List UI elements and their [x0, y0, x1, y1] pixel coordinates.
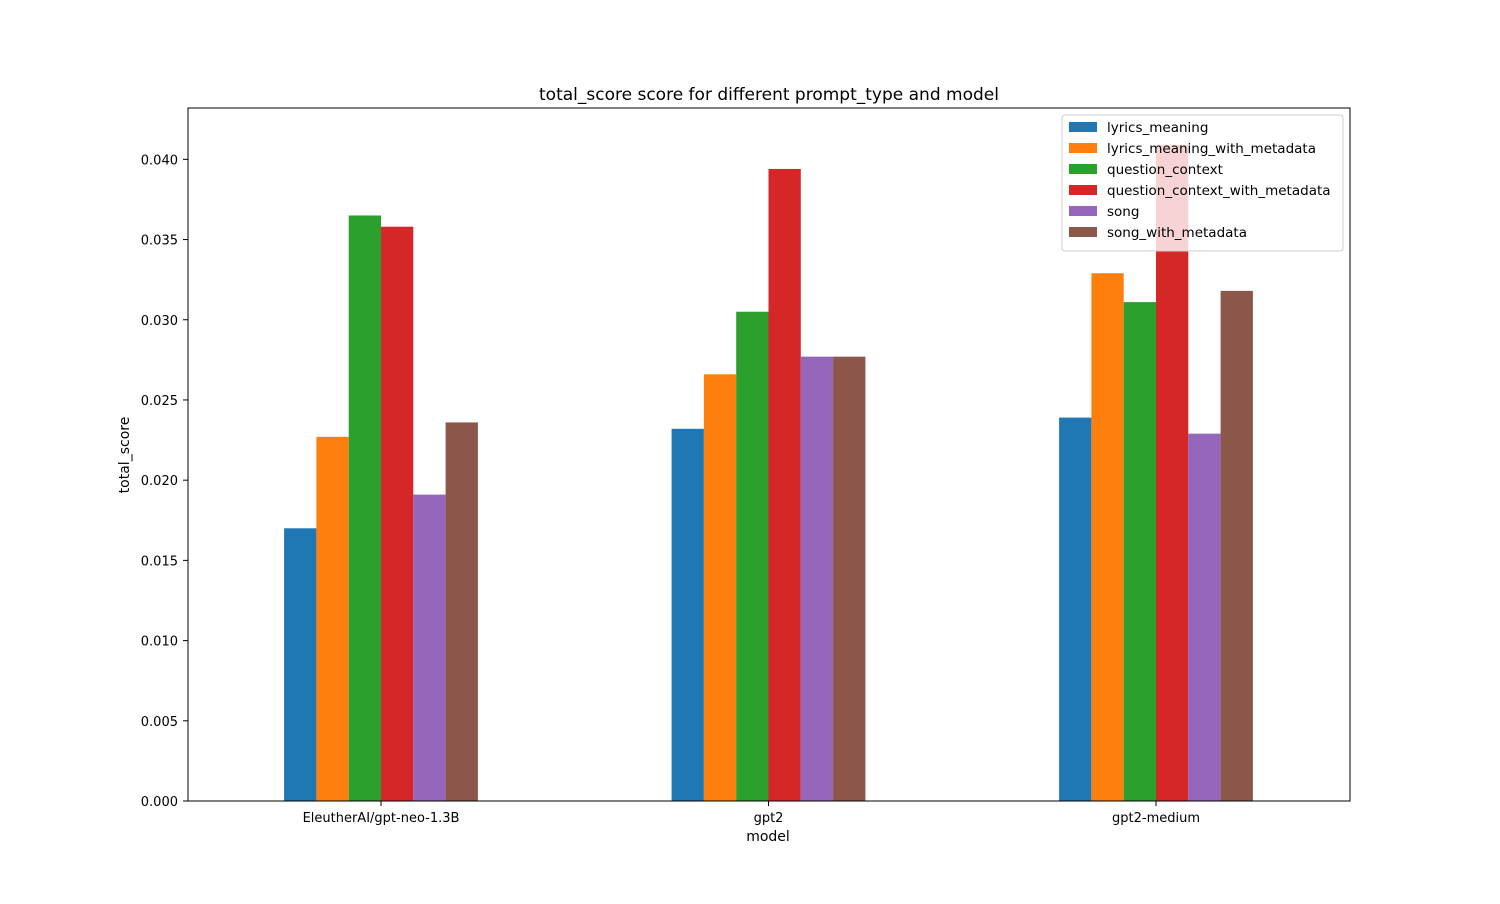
y-tick-label: 0.000 [141, 795, 178, 810]
chart-title: total_score score for different prompt_t… [539, 85, 999, 105]
legend-label: lyrics_meaning [1107, 120, 1208, 136]
bar-question_context-0 [348, 215, 381, 802]
legend-swatch-lyrics_meaning [1069, 122, 1097, 132]
legend-label: song_with_metadata [1107, 225, 1247, 241]
bar-song-0 [413, 494, 446, 801]
y-tick-label: 0.035 [141, 234, 178, 249]
bar-song_with_metadata-2 [1220, 290, 1253, 801]
y-tick-label: 0.040 [141, 153, 178, 168]
bar-question_context_with_metadata-1 [768, 168, 801, 801]
bar-song-2 [1188, 433, 1221, 801]
bar-song_with_metadata-1 [833, 356, 866, 801]
bar-question_context-2 [1123, 302, 1156, 801]
legend-label: lyrics_meaning_with_metadata [1107, 141, 1316, 157]
y-tick-label: 0.020 [141, 474, 178, 489]
bar-lyrics_meaning-0 [284, 528, 317, 801]
legend-box [1061, 114, 1344, 252]
y-tick-label: 0.030 [141, 314, 178, 329]
x-tick-label: gpt2 [754, 811, 784, 826]
x-axis: EleutherAI/gpt-neo-1.3B gpt2 gpt2-medium [303, 801, 1200, 826]
bar-question_context_with_metadata-2 [1156, 144, 1189, 801]
legend: lyrics_meaning lyrics_meaning_with_metada… [1061, 114, 1344, 252]
bar-lyrics_meaning_with_metadata-0 [316, 436, 349, 801]
bar-song_with_metadata-0 [445, 422, 478, 801]
bar-lyrics_meaning_with_metadata-2 [1091, 273, 1124, 802]
bar-lyrics_meaning_with_metadata-1 [703, 374, 737, 801]
y-tick-label: 0.025 [141, 394, 178, 409]
x-tick-label: gpt2-medium [1112, 811, 1200, 826]
bar-question_context-1 [736, 311, 769, 801]
legend-swatch-song_with_metadata [1069, 227, 1097, 237]
legend-label: question_context [1107, 162, 1223, 178]
bar-song-1 [800, 356, 834, 801]
legend-label: song [1107, 204, 1139, 220]
y-axis: 0.000 0.005 0.010 0.015 0.020 0.025 0.030 0.035… [141, 153, 188, 810]
y-axis-label: total_score [117, 417, 133, 494]
legend-swatch-question_context [1069, 164, 1097, 174]
y-tick-label: 0.005 [141, 715, 178, 730]
bar-lyrics_meaning-1 [671, 428, 704, 801]
y-tick-label: 0.015 [141, 554, 178, 569]
bars-layer [284, 144, 1253, 802]
bar-question_context_with_metadata-0 [381, 226, 414, 801]
legend-swatch-question_context_with_metadata [1069, 185, 1097, 195]
x-axis-label: model [746, 829, 790, 845]
x-tick-label: EleutherAI/gpt-neo-1.3B [303, 811, 460, 826]
legend-label: question_context_with_metadata [1107, 183, 1331, 199]
bar-lyrics_meaning-2 [1059, 417, 1092, 801]
legend-swatch-lyrics_meaning_with_metadata [1069, 143, 1097, 153]
legend-swatch-song [1069, 206, 1097, 216]
y-tick-label: 0.010 [141, 635, 178, 650]
